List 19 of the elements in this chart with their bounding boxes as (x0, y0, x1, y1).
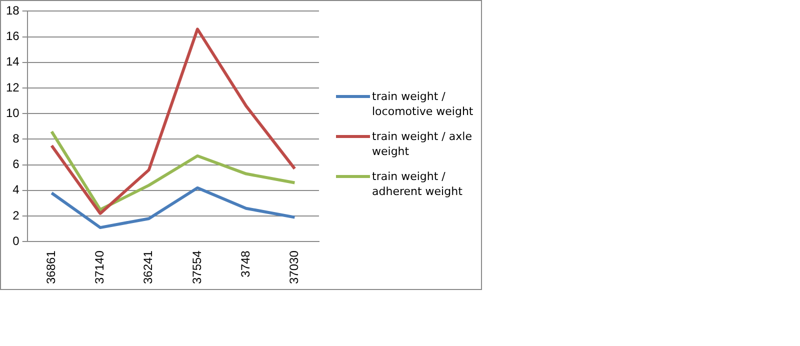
legend-label: train weight / adherent weight (372, 169, 464, 199)
x-tick-label: 37554 (190, 250, 204, 284)
y-tick-label: 10 (6, 106, 20, 120)
y-tick-label: 4 (12, 182, 20, 197)
x-tick-label: 3748 (238, 250, 252, 278)
y-tick-label: 8 (12, 132, 20, 146)
x-tick-label: 36241 (141, 250, 156, 284)
x-tick-label: 37140 (92, 250, 107, 284)
y-tick-label: 6 (12, 157, 20, 172)
y-tick-label: 16 (6, 29, 20, 44)
y-tick-label: 2 (12, 208, 20, 222)
legend-label: train weight / axle weight (372, 129, 473, 159)
x-tick-label: 36861 (44, 250, 58, 284)
y-tick-label: 18 (6, 4, 20, 18)
y-tick-label: 0 (12, 234, 20, 248)
y-tick-label: 12 (6, 80, 20, 94)
x-tick-label: 37030 (287, 250, 302, 284)
y-tick-label: 14 (6, 54, 20, 69)
legend-label: train weight / locomotive weight (372, 89, 474, 119)
